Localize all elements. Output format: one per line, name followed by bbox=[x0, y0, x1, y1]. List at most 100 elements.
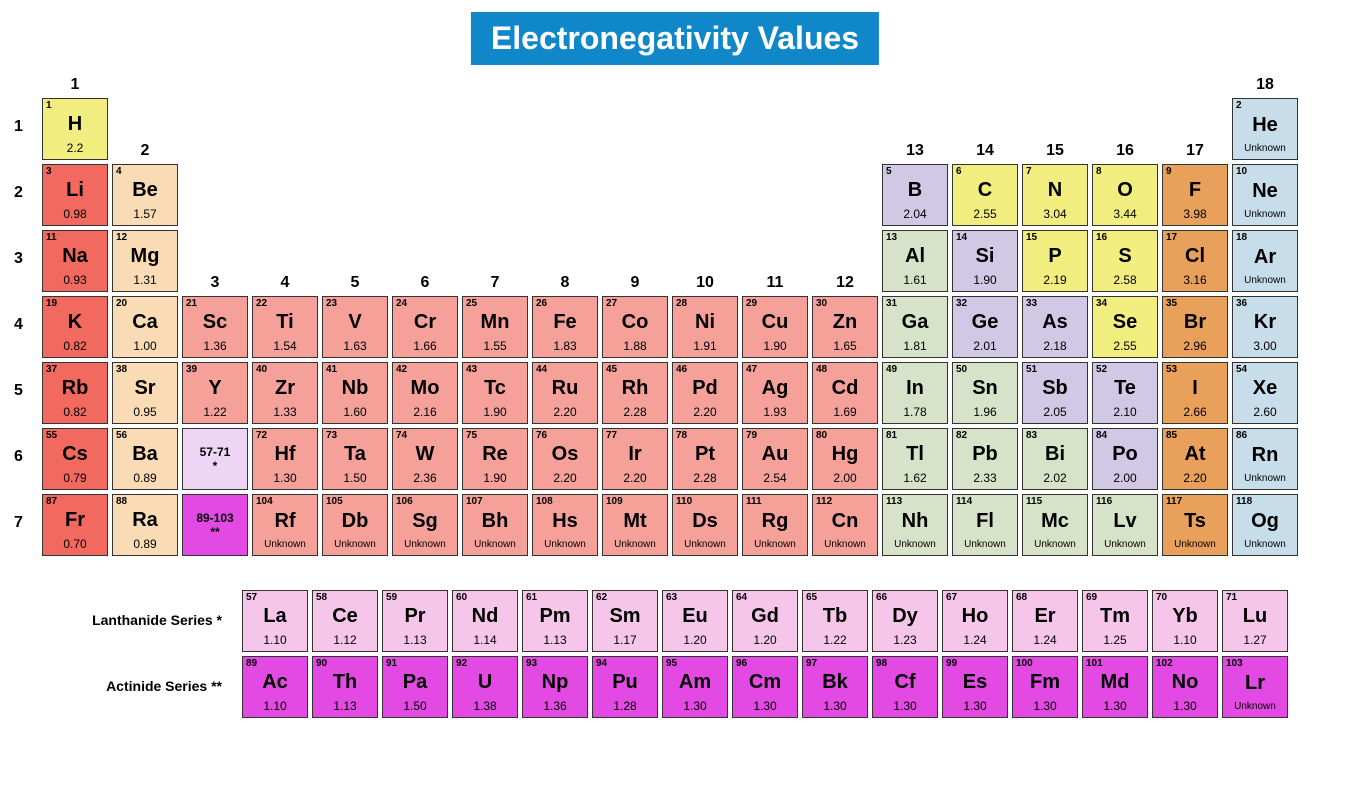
group-header: 1 bbox=[42, 76, 108, 94]
atomic-number: 43 bbox=[466, 365, 524, 375]
electronegativity-value: Unknown bbox=[1166, 540, 1224, 550]
atomic-number: 84 bbox=[1096, 431, 1154, 441]
element-symbol: Sg bbox=[396, 511, 454, 531]
element-cell: 57La1.10 bbox=[242, 590, 308, 652]
atomic-number: 58 bbox=[316, 593, 374, 603]
atomic-number: 42 bbox=[396, 365, 454, 375]
electronegativity-value: Unknown bbox=[1096, 540, 1154, 550]
atomic-number: 83 bbox=[1026, 431, 1084, 441]
electronegativity-value: 1.12 bbox=[316, 634, 374, 646]
element-cell: 38Sr0.95 bbox=[112, 362, 178, 424]
atomic-number: 98 bbox=[876, 659, 934, 669]
electronegativity-value: 1.30 bbox=[806, 700, 864, 712]
element-cell: 5B2.04 bbox=[882, 164, 948, 226]
element-symbol: Ag bbox=[746, 378, 804, 398]
element-symbol: Mn bbox=[466, 312, 524, 332]
electronegativity-value: 2.58 bbox=[1096, 274, 1154, 286]
electronegativity-value: 1.25 bbox=[1086, 634, 1144, 646]
element-symbol: Ge bbox=[956, 312, 1014, 332]
element-symbol: Fl bbox=[956, 511, 1014, 531]
electronegativity-value: 2.16 bbox=[396, 406, 454, 418]
group-header: 7 bbox=[462, 274, 528, 292]
atomic-number: 65 bbox=[806, 593, 864, 603]
group-header: 14 bbox=[952, 142, 1018, 160]
period-header: 3 bbox=[14, 250, 23, 268]
element-symbol: Bk bbox=[806, 672, 864, 692]
element-cell: 1H2.2 bbox=[42, 98, 108, 160]
electronegativity-value: 1.91 bbox=[676, 340, 734, 352]
atomic-number: 1 bbox=[46, 101, 104, 111]
atomic-number: 69 bbox=[1086, 593, 1144, 603]
element-cell: 35Br2.96 bbox=[1162, 296, 1228, 358]
atomic-number: 57 bbox=[246, 593, 304, 603]
element-cell: 58Ce1.12 bbox=[312, 590, 378, 652]
element-symbol: Ni bbox=[676, 312, 734, 332]
atomic-number: 92 bbox=[456, 659, 514, 669]
electronegativity-value: 1.50 bbox=[386, 700, 444, 712]
group-header: 4 bbox=[252, 274, 318, 292]
electronegativity-value: 2.00 bbox=[816, 472, 874, 484]
atomic-number: 40 bbox=[256, 365, 314, 375]
element-cell: 32Ge2.01 bbox=[952, 296, 1018, 358]
electronegativity-value: Unknown bbox=[326, 540, 384, 550]
period-header: 7 bbox=[14, 514, 23, 532]
electronegativity-value: Unknown bbox=[1026, 540, 1084, 550]
element-symbol: Md bbox=[1086, 672, 1144, 692]
electronegativity-value: 2.01 bbox=[956, 340, 1014, 352]
atomic-number: 75 bbox=[466, 431, 524, 441]
atomic-number: 30 bbox=[816, 299, 874, 309]
atomic-number: 3 bbox=[46, 167, 104, 177]
element-cell: 98Cf1.30 bbox=[872, 656, 938, 718]
atomic-number: 82 bbox=[956, 431, 1014, 441]
electronegativity-value: 0.82 bbox=[46, 340, 104, 352]
element-symbol: Gd bbox=[736, 606, 794, 626]
element-symbol: Ca bbox=[116, 312, 174, 332]
element-cell: 54Xe2.60 bbox=[1232, 362, 1298, 424]
electronegativity-value: 1.38 bbox=[456, 700, 514, 712]
atomic-number: 12 bbox=[116, 233, 174, 243]
atomic-number: 118 bbox=[1236, 497, 1294, 507]
element-cell: 18ArUnknown bbox=[1232, 230, 1298, 292]
element-cell: 109MtUnknown bbox=[602, 494, 668, 556]
atomic-number: 49 bbox=[886, 365, 944, 375]
element-symbol: B bbox=[886, 180, 944, 200]
atomic-number: 81 bbox=[886, 431, 944, 441]
group-header: 15 bbox=[1022, 142, 1088, 160]
element-symbol: Og bbox=[1236, 511, 1294, 531]
element-cell: 48Cd1.69 bbox=[812, 362, 878, 424]
element-symbol: Xe bbox=[1236, 378, 1294, 398]
element-symbol: Sr bbox=[116, 378, 174, 398]
electronegativity-value: Unknown bbox=[1226, 702, 1284, 712]
element-symbol: Cr bbox=[396, 312, 454, 332]
element-symbol: Se bbox=[1096, 312, 1154, 332]
element-symbol: Pd bbox=[676, 378, 734, 398]
element-cell: 4Be1.57 bbox=[112, 164, 178, 226]
element-symbol: P bbox=[1026, 246, 1084, 266]
element-cell: 13Al1.61 bbox=[882, 230, 948, 292]
electronegativity-value: 2.28 bbox=[606, 406, 664, 418]
atomic-number: 25 bbox=[466, 299, 524, 309]
element-symbol: Be bbox=[116, 180, 174, 200]
atomic-number: 87 bbox=[46, 497, 104, 507]
atomic-number: 91 bbox=[386, 659, 444, 669]
group-header: 13 bbox=[882, 142, 948, 160]
element-symbol: U bbox=[456, 672, 514, 692]
atomic-number: 107 bbox=[466, 497, 524, 507]
element-symbol: Nd bbox=[456, 606, 514, 626]
element-cell: 64Gd1.20 bbox=[732, 590, 798, 652]
group-header: 18 bbox=[1232, 76, 1298, 94]
element-cell: 42Mo2.16 bbox=[392, 362, 458, 424]
electronegativity-value: 2.60 bbox=[1236, 406, 1294, 418]
atomic-number: 109 bbox=[606, 497, 664, 507]
element-symbol: Te bbox=[1096, 378, 1154, 398]
electronegativity-value: 2.96 bbox=[1166, 340, 1224, 352]
element-cell: 66Dy1.23 bbox=[872, 590, 938, 652]
element-symbol: Tb bbox=[806, 606, 864, 626]
atomic-number: 33 bbox=[1026, 299, 1084, 309]
electronegativity-value: 3.00 bbox=[1236, 340, 1294, 352]
element-symbol: Np bbox=[526, 672, 584, 692]
element-symbol: Pu bbox=[596, 672, 654, 692]
element-symbol: Br bbox=[1166, 312, 1224, 332]
electronegativity-value: Unknown bbox=[1236, 210, 1294, 220]
element-symbol: Pb bbox=[956, 444, 1014, 464]
